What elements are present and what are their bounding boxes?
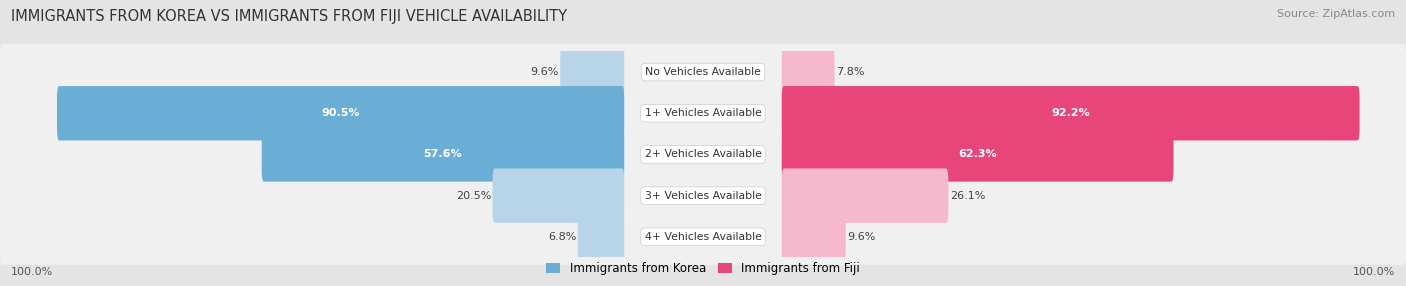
FancyBboxPatch shape (782, 168, 948, 223)
FancyBboxPatch shape (492, 168, 624, 223)
FancyBboxPatch shape (561, 45, 624, 99)
Text: 4+ Vehicles Available: 4+ Vehicles Available (644, 232, 762, 242)
Text: 3+ Vehicles Available: 3+ Vehicles Available (644, 191, 762, 200)
Text: 62.3%: 62.3% (959, 150, 997, 159)
FancyBboxPatch shape (0, 168, 1406, 224)
FancyBboxPatch shape (782, 86, 1360, 140)
FancyBboxPatch shape (0, 126, 1406, 182)
FancyBboxPatch shape (782, 127, 1174, 182)
Text: 7.8%: 7.8% (837, 67, 865, 77)
Text: 9.6%: 9.6% (530, 67, 560, 77)
Text: 2+ Vehicles Available: 2+ Vehicles Available (644, 150, 762, 159)
Text: 1+ Vehicles Available: 1+ Vehicles Available (644, 108, 762, 118)
Text: 9.6%: 9.6% (846, 232, 876, 242)
Text: 92.2%: 92.2% (1052, 108, 1090, 118)
FancyBboxPatch shape (782, 210, 845, 264)
Text: 57.6%: 57.6% (423, 150, 463, 159)
FancyBboxPatch shape (0, 44, 1406, 100)
FancyBboxPatch shape (0, 85, 1406, 141)
Text: 26.1%: 26.1% (949, 191, 986, 200)
Text: 90.5%: 90.5% (322, 108, 360, 118)
Text: 20.5%: 20.5% (456, 191, 491, 200)
FancyBboxPatch shape (262, 127, 624, 182)
Text: Source: ZipAtlas.com: Source: ZipAtlas.com (1277, 9, 1395, 19)
FancyBboxPatch shape (782, 45, 835, 99)
Text: No Vehicles Available: No Vehicles Available (645, 67, 761, 77)
FancyBboxPatch shape (58, 86, 624, 140)
FancyBboxPatch shape (0, 209, 1406, 265)
Text: 6.8%: 6.8% (548, 232, 576, 242)
Text: 100.0%: 100.0% (11, 267, 53, 277)
Text: 100.0%: 100.0% (1353, 267, 1395, 277)
FancyBboxPatch shape (578, 210, 624, 264)
Text: IMMIGRANTS FROM KOREA VS IMMIGRANTS FROM FIJI VEHICLE AVAILABILITY: IMMIGRANTS FROM KOREA VS IMMIGRANTS FROM… (11, 9, 568, 23)
Legend: Immigrants from Korea, Immigrants from Fiji: Immigrants from Korea, Immigrants from F… (541, 258, 865, 280)
